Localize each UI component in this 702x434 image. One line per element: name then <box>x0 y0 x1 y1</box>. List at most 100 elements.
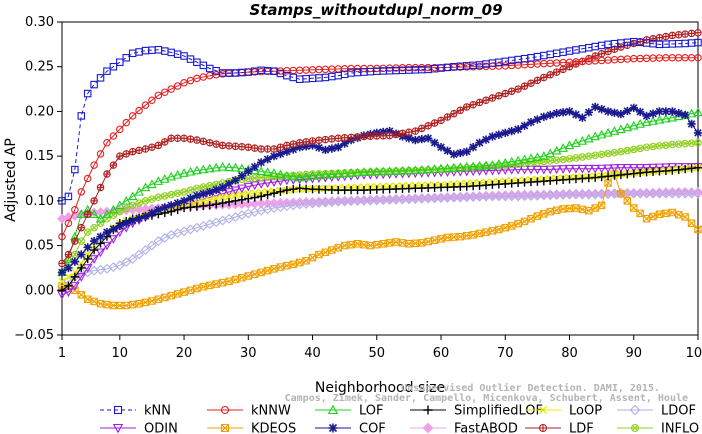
data-point <box>533 212 541 220</box>
data-point <box>58 260 66 267</box>
data-point <box>90 223 98 232</box>
data-point <box>630 40 637 47</box>
data-point <box>667 188 678 199</box>
data-point <box>270 145 278 153</box>
y-tick-label: 0.30 <box>25 15 54 30</box>
data-point <box>688 140 695 146</box>
data-point <box>167 201 176 210</box>
data-point <box>650 143 656 150</box>
data-point <box>290 140 297 148</box>
data-point <box>103 301 111 309</box>
data-point <box>251 189 259 197</box>
data-point <box>123 205 129 212</box>
data-point <box>57 268 67 277</box>
data-point <box>153 176 164 185</box>
data-point <box>308 254 317 262</box>
x-tick-label: 1 <box>58 346 66 361</box>
data-point <box>455 162 466 172</box>
data-point <box>412 127 419 135</box>
data-point <box>571 164 581 174</box>
data-point <box>681 213 689 221</box>
data-point <box>635 187 646 198</box>
data-point <box>154 91 163 100</box>
data-point <box>89 255 99 264</box>
x-tick-label: 90 <box>625 346 642 361</box>
data-point <box>289 185 298 194</box>
data-point <box>631 146 637 153</box>
data-point <box>534 77 541 84</box>
x-tick-label: 60 <box>433 346 450 361</box>
data-point <box>514 220 522 228</box>
data-point <box>175 190 181 196</box>
data-point <box>493 191 504 202</box>
data-point <box>442 163 453 172</box>
data-point <box>77 291 85 299</box>
data-point <box>681 30 689 38</box>
y-tick-label: 0.20 <box>25 104 54 119</box>
data-point <box>70 257 80 266</box>
data-point <box>289 145 298 154</box>
data-point <box>83 228 92 236</box>
legend-item-kdeos: KDEOS <box>207 422 296 434</box>
data-point <box>527 80 535 87</box>
data-point <box>423 164 433 174</box>
data-point <box>546 110 555 120</box>
data-point <box>256 158 266 167</box>
plot-frame <box>61 21 699 336</box>
data-point <box>161 88 169 96</box>
data-point <box>180 288 188 296</box>
data-point <box>475 229 484 238</box>
data-point <box>103 214 111 223</box>
data-point <box>282 185 292 195</box>
data-point <box>654 114 665 124</box>
data-point <box>519 154 530 164</box>
data-point <box>418 239 426 247</box>
data-point <box>276 187 285 196</box>
data-point <box>508 222 516 230</box>
data-point <box>695 140 701 146</box>
data-point <box>532 189 543 200</box>
data-point <box>597 105 606 114</box>
data-point <box>598 201 606 209</box>
data-point <box>476 99 483 106</box>
data-point <box>262 167 273 176</box>
data-point <box>179 196 189 206</box>
legend-label: LOF <box>359 404 384 419</box>
data-point <box>571 188 581 199</box>
data-point <box>127 191 138 201</box>
legend-item-ldof: LDOF <box>617 404 696 419</box>
data-point <box>661 113 671 123</box>
data-point <box>449 150 459 159</box>
data-point <box>251 144 258 152</box>
data-point <box>334 244 342 252</box>
data-point <box>513 165 523 175</box>
data-point <box>217 161 228 171</box>
data-point <box>559 66 567 73</box>
x-tick-label: 20 <box>176 346 193 361</box>
data-point <box>249 165 260 175</box>
data-point <box>91 225 97 231</box>
legend-item-loop: LoOP <box>525 404 602 419</box>
data-point <box>90 161 98 169</box>
data-point <box>128 216 137 225</box>
data-point <box>117 208 123 215</box>
data-point <box>102 241 112 251</box>
data-point <box>551 145 562 155</box>
data-point <box>96 150 105 158</box>
x-tick-label: 80 <box>561 346 578 361</box>
data-point <box>475 138 484 147</box>
data-point <box>663 142 669 148</box>
data-point <box>577 164 588 174</box>
data-point <box>141 298 150 306</box>
data-point <box>456 233 464 241</box>
data-point <box>514 85 522 93</box>
data-point <box>212 185 221 194</box>
legend-item-ldf: LDF <box>525 422 594 434</box>
data-point <box>571 189 581 200</box>
data-point <box>603 107 613 116</box>
data-point <box>135 147 143 154</box>
data-point <box>339 168 350 178</box>
data-point <box>110 161 117 169</box>
data-point <box>681 213 689 221</box>
